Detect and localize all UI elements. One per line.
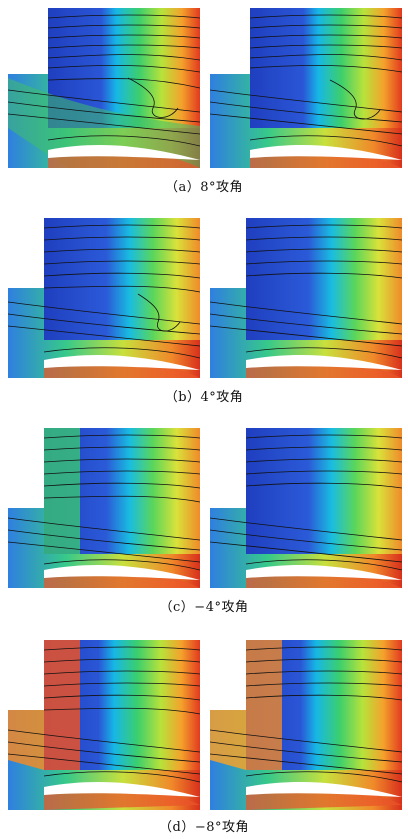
flow-plot-d-left bbox=[8, 640, 200, 810]
flow-plot-a-left bbox=[8, 8, 200, 168]
row-b: （b）4°攻角 bbox=[0, 210, 408, 410]
flow-plot-d-right bbox=[210, 640, 402, 810]
flow-plot-b-left bbox=[8, 218, 200, 378]
row-a: （a）8°攻角 bbox=[0, 0, 408, 200]
flow-plot-c-right bbox=[210, 428, 402, 588]
caption-b: （b）4°攻角 bbox=[164, 390, 244, 405]
row-c: （c）−4°攻角 bbox=[0, 420, 408, 620]
caption-c: （c）−4°攻角 bbox=[159, 600, 249, 615]
caption-d: （d）−8°攻角 bbox=[159, 820, 249, 835]
flow-plot-a-right bbox=[210, 8, 402, 168]
flow-plot-c-left bbox=[8, 428, 200, 588]
row-d: （d）−8°攻角 bbox=[0, 630, 408, 839]
flow-plot-b-right bbox=[210, 218, 402, 378]
caption-a: （a）8°攻角 bbox=[164, 180, 244, 195]
